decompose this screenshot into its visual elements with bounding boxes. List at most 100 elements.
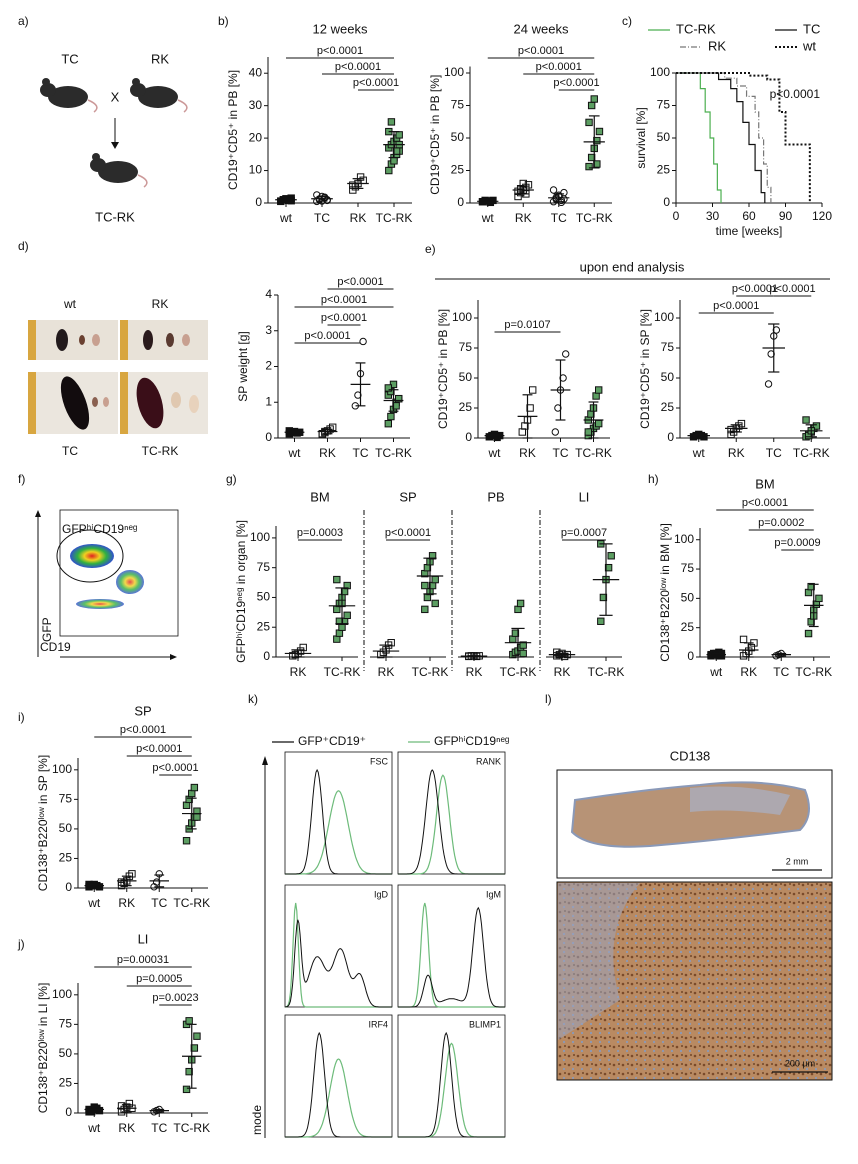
data-point (607, 552, 615, 560)
data-point (739, 635, 748, 644)
p-value: p<0.0001 (321, 312, 367, 324)
node (79, 335, 85, 345)
x-tick-label: TC-RK (576, 211, 613, 225)
data-point (802, 416, 810, 424)
p-value: p<0.0001 (536, 61, 582, 73)
y-tick-label: 100 (674, 532, 694, 546)
spleen (56, 329, 68, 351)
data-point (767, 350, 775, 358)
ruler (120, 372, 128, 434)
panel-label: f) (18, 472, 25, 486)
data-point (428, 552, 437, 560)
data-point (584, 428, 592, 436)
data-point (343, 581, 351, 590)
x-tick-label: TC-RK (412, 665, 449, 679)
node (92, 397, 98, 407)
facet-title: BM (310, 489, 330, 504)
y-tick-label: 25 (451, 163, 465, 177)
y-tick-label: 0 (667, 430, 674, 444)
p-value: p=0.0107 (504, 319, 550, 331)
p-value: p=0.0023 (152, 992, 198, 1004)
y-tick-label: 50 (59, 1046, 73, 1060)
p-value: p<0.0001 (769, 283, 815, 295)
panel-label: d) (18, 239, 29, 253)
data-point (193, 813, 201, 821)
data-point (739, 652, 748, 660)
y-tick-label: 50 (257, 590, 271, 604)
panel-label: c) (622, 14, 632, 28)
data-point (387, 412, 395, 421)
data-point (764, 380, 773, 388)
y-axis-label: CD19⁺CD5⁺ in SP [%] (638, 309, 652, 429)
x-tick-label: RK (728, 446, 745, 460)
data-point (737, 419, 746, 428)
p-value: p<0.0001 (742, 497, 788, 509)
data-point (514, 187, 522, 196)
data-point (329, 423, 337, 431)
data-point (431, 575, 439, 584)
mouse-label: TC (61, 51, 78, 66)
legend-label: TC (803, 21, 820, 36)
panel-label: g) (226, 472, 237, 486)
x-tick-label: 90 (779, 209, 793, 223)
data-point (595, 386, 603, 394)
y-axis-label: CD19⁺CD5⁺ in PB [%] (226, 70, 240, 190)
legend-label: GFPʰⁱCD19ⁿᵉᵍ (434, 734, 510, 748)
y-tick-label: 75 (451, 98, 465, 112)
legend-label: TC-RK (676, 21, 716, 36)
p-value: p<0.0001 (317, 45, 363, 57)
panel-a: a) TC RK X TC-RK (18, 14, 188, 224)
node (92, 334, 100, 346)
panel-label: h) (648, 472, 659, 486)
data-point (812, 422, 821, 430)
data-point (519, 641, 527, 649)
x-tick-label: TC (314, 211, 330, 225)
image-label: TC-RK (142, 444, 179, 458)
flow-y-label: GFP (40, 617, 54, 642)
y-tick-label: 25 (59, 1076, 73, 1090)
data-point (562, 350, 570, 358)
gate (56, 529, 124, 583)
survival-curve (676, 72, 811, 203)
data-point (560, 195, 568, 203)
y-tick-label: 3 (265, 323, 272, 337)
data-point (815, 594, 823, 603)
y-tick-label: 100 (444, 65, 464, 79)
data-point (592, 392, 600, 400)
x-tick-label: RK (118, 1121, 135, 1135)
arrow-head (262, 756, 268, 765)
data-point (117, 878, 126, 886)
x-tick-label: RK (554, 665, 571, 679)
marker-label: IRF4 (368, 1019, 388, 1029)
histogram-curve (285, 1058, 392, 1138)
facet-title: PB (487, 489, 504, 504)
x-tick-label: RK (466, 665, 483, 679)
flow-population (70, 544, 114, 568)
data-point (431, 599, 439, 608)
y-tick-label: 0 (263, 649, 270, 663)
data-point (514, 605, 522, 614)
histogram-curve (285, 790, 392, 875)
mouse-icon (40, 78, 188, 188)
y-tick-label: 100 (250, 530, 270, 544)
x-tick-label: TC (553, 446, 569, 460)
flow-frame (59, 509, 179, 637)
data-point (359, 337, 367, 346)
panel-d: d) wt RK TC TC-RK (18, 239, 208, 458)
data-point (343, 611, 351, 620)
photo (28, 320, 118, 360)
data-point (549, 186, 558, 194)
p-value: p<0.0001 (353, 77, 399, 89)
chart-title: 12 weeks (313, 21, 368, 36)
data-point (193, 1032, 201, 1040)
data-point (727, 425, 735, 434)
x-tick-label: wt (488, 446, 502, 460)
x-tick-label: TC (151, 1121, 167, 1135)
y-axis-label: SP weight [g] (236, 331, 250, 402)
y-tick-label: 0 (687, 649, 694, 663)
facet-title: LI (579, 489, 590, 504)
annotation: p<0.0001 (770, 87, 821, 101)
data-point (599, 593, 608, 602)
histogram-curve (284, 902, 392, 1008)
marker-label: IgM (486, 889, 501, 899)
